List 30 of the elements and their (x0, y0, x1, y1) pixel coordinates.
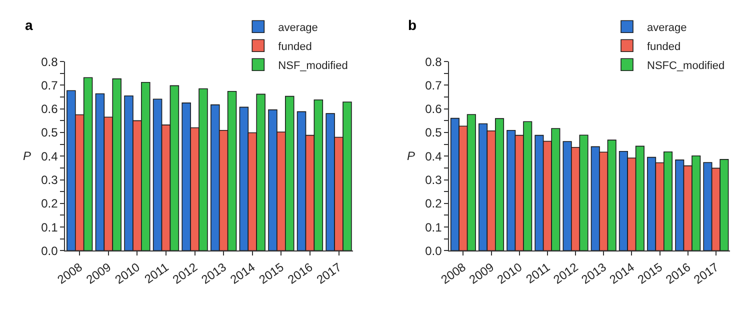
x-tick-label: 2011 (142, 260, 172, 286)
y-tick-label: 0.5 (425, 126, 442, 140)
legend-label: average (647, 22, 687, 34)
y-tick-label: 0.0 (425, 244, 442, 258)
legend-label: average (278, 22, 318, 34)
x-tick-label: 2011 (523, 260, 553, 286)
chart-title: a (25, 17, 33, 33)
y-tick-label: 0.7 (425, 78, 442, 92)
y-tick-label: 0.0 (41, 244, 58, 258)
y-tick-label: 0.3 (41, 172, 58, 187)
y-tick-label: 0.5 (41, 126, 58, 140)
legend-label: NSFC_modified (647, 60, 725, 72)
y-tick-label: 0.2 (41, 196, 58, 211)
y-tick-label: 0.3 (425, 172, 442, 187)
legend-label: funded (647, 40, 681, 53)
legend-label: funded (278, 40, 312, 53)
y-axis-title: P (407, 149, 416, 163)
y-tick-label: 0.6 (425, 102, 442, 116)
y-tick-label: 0.8 (425, 54, 442, 69)
y-tick-label: 0.4 (425, 149, 442, 164)
y-tick-label: 0.1 (41, 220, 58, 234)
chart-title: b (408, 17, 417, 33)
y-tick-label: 0.6 (41, 102, 58, 116)
y-axis-title: P (23, 149, 32, 163)
y-tick-label: 0.2 (425, 196, 442, 211)
y-tick-label: 0.4 (41, 149, 58, 164)
y-tick-label: 0.7 (41, 78, 58, 92)
y-tick-label: 0.8 (41, 54, 58, 69)
legend-label: NSF_modified (278, 60, 348, 72)
y-tick-label: 0.1 (425, 220, 442, 234)
